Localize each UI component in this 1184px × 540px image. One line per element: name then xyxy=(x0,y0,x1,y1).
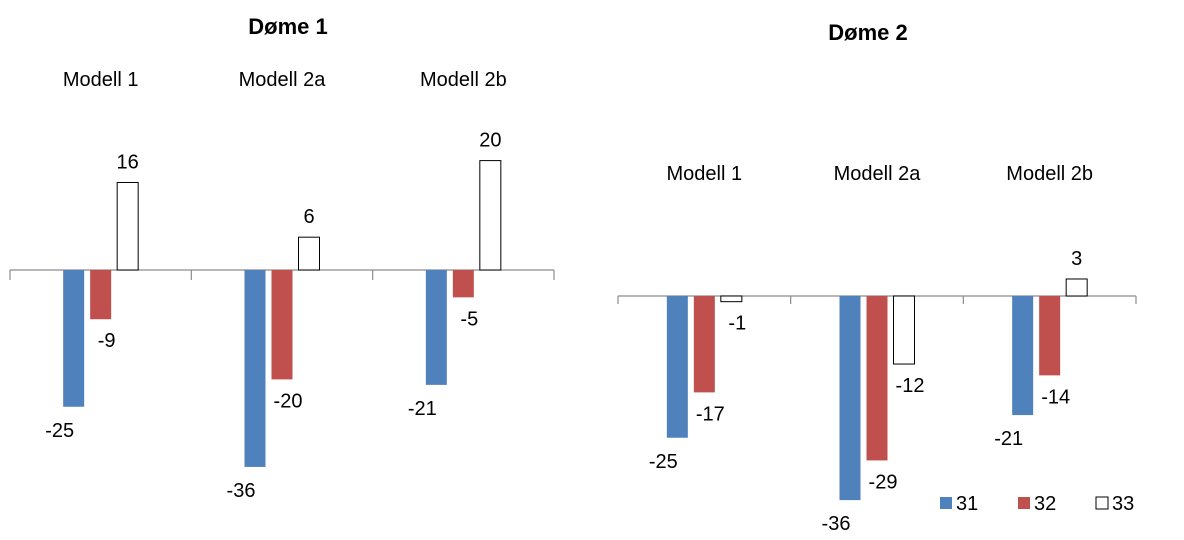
legend-swatch xyxy=(1095,496,1109,510)
data-label: -36 xyxy=(227,480,256,502)
data-label: -14 xyxy=(1041,386,1070,408)
bar-series-33 xyxy=(298,236,320,271)
category-label: Modell 1 xyxy=(63,69,139,91)
bar-series-33 xyxy=(116,181,139,271)
data-label: -25 xyxy=(649,451,678,473)
bar-series-32 xyxy=(90,270,112,320)
data-label: -25 xyxy=(45,420,74,442)
bar-series-31 xyxy=(839,296,861,501)
bar-series-33 xyxy=(893,295,915,365)
category-label: Modell 1 xyxy=(667,163,743,185)
bar-series-31 xyxy=(1012,296,1034,416)
data-label: -12 xyxy=(896,375,925,397)
data-label: -9 xyxy=(98,330,116,352)
bar-series-32 xyxy=(693,296,715,393)
bar-series-32 xyxy=(452,270,474,298)
legend-swatch xyxy=(940,497,952,509)
bar-series-31 xyxy=(63,270,85,407)
data-label: -17 xyxy=(696,403,725,425)
legend-entry: 31 xyxy=(956,493,978,515)
bar-series-31 xyxy=(666,296,688,438)
bar-series-31 xyxy=(425,270,447,385)
data-label: -36 xyxy=(822,513,851,535)
legend-entry: 33 xyxy=(1112,493,1134,515)
category-label: Modell 2a xyxy=(239,69,327,91)
bar-series-33 xyxy=(479,160,502,271)
legend-swatch xyxy=(1018,497,1030,509)
bar-series-32 xyxy=(1039,296,1061,376)
bar-series-33 xyxy=(720,295,743,303)
data-label: -20 xyxy=(274,390,303,412)
category-label: Modell 2b xyxy=(420,69,507,91)
data-label: -1 xyxy=(728,313,746,335)
data-label: -21 xyxy=(408,398,437,420)
chart-2-title: Døme 2 xyxy=(828,20,907,45)
data-label: -29 xyxy=(869,471,898,493)
data-label: 6 xyxy=(303,206,314,228)
chart-doeme-2: Døme 2 Modell 1 Modell 2a Modell 2b -25 -17 -… xyxy=(617,20,1137,535)
chart-doeme-1: Døme 1 Modell 1 Modell 2a Modell 2b -25 -9 16… xyxy=(9,14,555,502)
data-label: -21 xyxy=(994,428,1023,450)
bar-series-32 xyxy=(271,270,293,380)
data-label: 3 xyxy=(1071,248,1082,270)
data-label: 16 xyxy=(117,151,139,173)
chart-1-title: Døme 1 xyxy=(248,14,327,39)
category-label: Modell 2a xyxy=(834,163,922,185)
bar-series-32 xyxy=(866,296,888,461)
bar-series-31 xyxy=(244,270,266,467)
data-label: 20 xyxy=(479,130,501,152)
legend-entry: 32 xyxy=(1034,493,1056,515)
category-label: Modell 2b xyxy=(1006,163,1093,185)
data-label: -5 xyxy=(460,308,478,330)
bar-series-33 xyxy=(1065,278,1088,297)
